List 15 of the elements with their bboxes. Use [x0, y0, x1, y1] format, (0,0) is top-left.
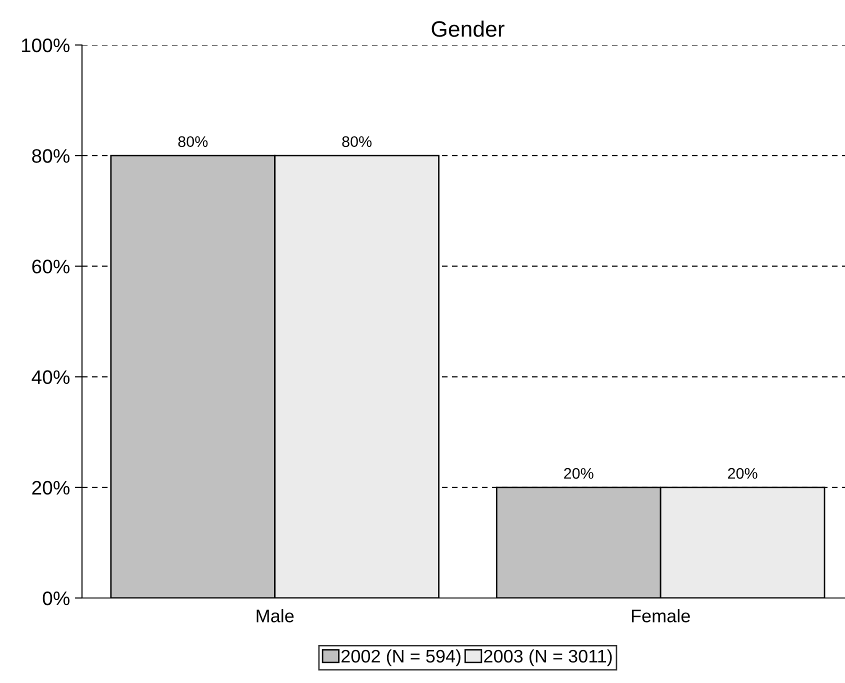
y-tick-label: 80%: [32, 149, 70, 163]
y-tick-label: 40%: [32, 370, 70, 384]
x-tick-label: Male: [256, 609, 294, 622]
text: 20%: [728, 468, 758, 479]
text: 20%: [564, 468, 594, 479]
text: 80%: [178, 136, 208, 148]
chart-title: Gender: [432, 20, 504, 37]
y-tick-label: 20%: [32, 480, 70, 495]
legend-label: 2002 (N = 594): [342, 649, 460, 666]
y-tick-label: 0%: [42, 591, 70, 606]
legend-label: 2003 (N = 3011): [484, 649, 612, 666]
x-tick-label: Female: [632, 609, 690, 622]
y-tick-label: 100%: [22, 38, 70, 52]
text: 80%: [342, 136, 372, 148]
y-tick-label: 60%: [32, 260, 70, 274]
